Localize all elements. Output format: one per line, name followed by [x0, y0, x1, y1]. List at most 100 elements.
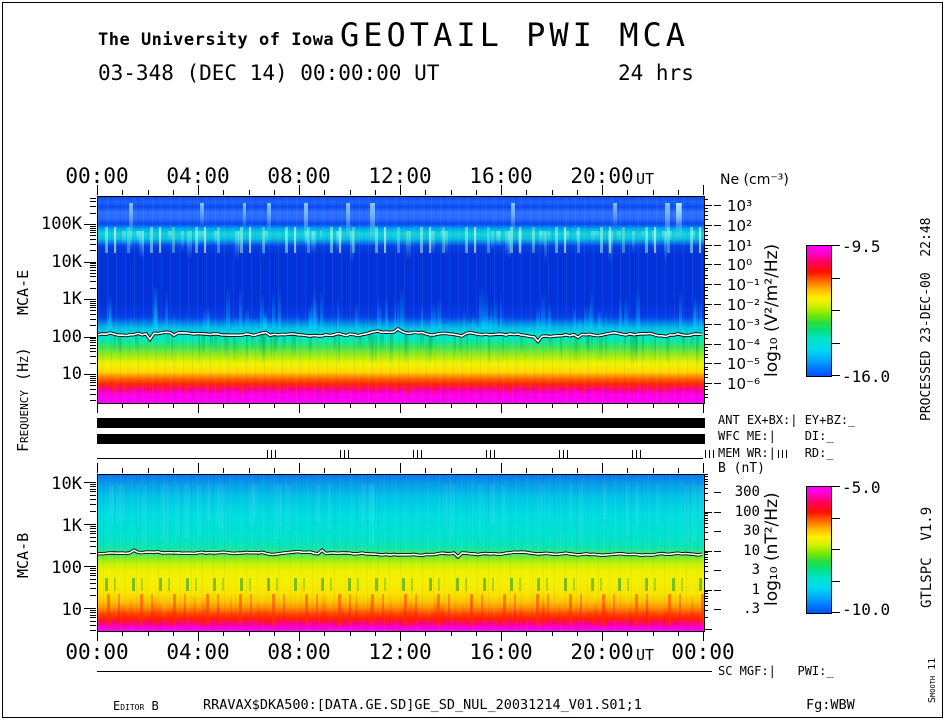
mca-b-freq-tick-10k: 10K: [51, 474, 82, 494]
processed-label: PROCESSED 23-DEC-00 22:48: [919, 217, 934, 421]
top-time-label-4: 16:00: [469, 164, 533, 188]
duration-label: 24 hrs: [618, 61, 694, 85]
b-tick-label-2: 30: [743, 523, 760, 539]
mem-status-label: MEM WR:| RD:_: [718, 446, 834, 460]
b-tick-label-4: 3: [751, 562, 760, 578]
mca-b-spectrogram: [97, 474, 705, 632]
bottom-time-label-2: 08:00: [267, 640, 331, 664]
colorbar-e: [806, 245, 832, 377]
mca-b-freq-tick-100: 100: [51, 558, 82, 578]
b-scale-ticks: [704, 474, 714, 630]
b-tick-label-5: 1: [751, 582, 760, 598]
ne-tick-label-8: 10⁻⁵: [727, 355, 761, 373]
ne-dash: [714, 284, 721, 285]
top-time-label-0: 00:00: [65, 164, 129, 188]
mca-b-top-ticks: [97, 463, 704, 473]
mem-activity-ticks: [97, 450, 787, 458]
editor-label: Editor B: [113, 699, 159, 713]
b-tick-label-0: 300: [734, 484, 760, 500]
ne-tick-label-6: 10⁻³: [727, 316, 761, 334]
ne-dash: [714, 344, 721, 345]
colorbar-e-min: -16.0: [842, 367, 891, 386]
ne-tick-label-1: 10²: [727, 217, 753, 235]
top-time-label-3: 12:00: [368, 164, 432, 188]
ne-dash: [714, 264, 721, 265]
file-path-label: RRAVAX$DKA500:[DATA.GE.SD]GE_SD_NUL_2003…: [203, 697, 642, 713]
ne-dash: [714, 324, 721, 325]
ne-tick-label-7: 10⁻⁴: [727, 336, 761, 354]
mca-b-bottom-ticks: [97, 631, 704, 641]
mem-status-line: [97, 458, 703, 459]
mca-e-streaks: [98, 197, 704, 403]
mca-e-freq-tick-10: 10: [61, 364, 82, 384]
b-dash: [714, 531, 721, 532]
top-time-unit-label: UT: [636, 170, 655, 188]
sc-status-line: [97, 671, 712, 672]
mca-e-top-ticks: [97, 185, 704, 195]
ne-tick-label-3: 10⁰: [727, 256, 753, 274]
sc-status-label: SC MGF:| PWI:_: [718, 664, 834, 678]
program-version-label: GTLSPC V1.9: [919, 506, 935, 608]
bfield-trace-mca-b: [98, 547, 703, 560]
colorbar-b-ticks: [832, 486, 840, 613]
b-dash: [714, 492, 721, 493]
top-time-label-2: 08:00: [267, 164, 331, 188]
date-label: 03-348 (DEC 14) 00:00:00 UT: [98, 61, 440, 85]
mca-e-bottom-ticks: [97, 403, 704, 413]
ne-scale-ticks: [704, 196, 714, 402]
ne-tick-label-0: 10³: [727, 197, 753, 215]
plot-title: GEOTAIL PWI MCA: [340, 16, 689, 54]
ne-dash: [714, 304, 721, 305]
wfc-status-label: WFC ME:| DI:_: [718, 429, 834, 443]
mca-b-left-log-ticks: [84, 474, 96, 631]
bottom-time-end-label: 00:00: [671, 640, 735, 664]
mca-e-freq-tick-1k: 1K: [61, 289, 82, 309]
colorbar-b-min: -10.0: [842, 600, 891, 619]
b-axis-title: B (nT): [718, 461, 765, 476]
bottom-time-label-1: 04:00: [166, 640, 230, 664]
colorbar-b: [806, 486, 832, 614]
colorbar-e-label: log₁₀ (V²/m²/Hz): [762, 243, 782, 377]
ne-tick-label-4: 10⁻¹: [727, 276, 761, 294]
density-trace-mca-e: [98, 326, 703, 344]
ne-dash: [714, 245, 721, 246]
smooth-label: Smooth 11: [927, 657, 938, 703]
bottom-time-label-5: 20:00: [570, 640, 634, 664]
b-tick-label-6: .3: [743, 601, 760, 617]
fg-label: Fg:WBW: [806, 697, 855, 713]
ne-dash: [714, 363, 721, 364]
ne-axis-title: Ne (cm⁻³): [720, 172, 789, 188]
b-dash: [714, 512, 721, 513]
mca-e-spectrogram: [97, 196, 705, 404]
bottom-time-label-4: 16:00: [469, 640, 533, 664]
ant-status-label: ANT EX+BX:| EY+BZ:_: [718, 413, 856, 427]
mca-e-freq-tick-100: 100: [51, 327, 82, 347]
colorbar-e-max: -9.5: [842, 237, 881, 256]
top-time-label-1: 04:00: [166, 164, 230, 188]
b-dash: [714, 570, 721, 571]
b-tick-label-3: 10: [743, 543, 760, 559]
ne-dash: [714, 225, 721, 226]
bottom-time-unit-label: UT: [636, 646, 655, 664]
colorbar-e-ticks: [832, 245, 840, 376]
ne-dash: [714, 205, 721, 206]
mca-e-freq-tick-10k: 10K: [51, 252, 82, 272]
colorbar-b-max: -5.0: [842, 478, 881, 497]
ne-dash: [714, 383, 721, 384]
ne-tick-label-5: 10⁻²: [727, 296, 761, 314]
colorbar-b-label: log₁₀ (nT²/Hz): [762, 492, 782, 606]
ne-tick-label-9: 10⁻⁶: [727, 375, 761, 393]
mca-b-axis-label: MCA-B: [14, 532, 32, 578]
wfc-status-bar: [97, 434, 705, 444]
institution-label: The University of Iowa: [98, 30, 335, 50]
b-dash: [714, 590, 721, 591]
bottom-time-label-0: 00:00: [65, 640, 129, 664]
mca-b-streaks: [98, 475, 704, 631]
mca-b-freq-tick-10: 10: [61, 600, 82, 620]
b-tick-label-1: 100: [734, 504, 760, 520]
top-time-label-5: 20:00: [570, 164, 634, 188]
mca-b-freq-tick-1k: 1K: [61, 516, 82, 536]
mca-e-freq-tick-100k: 100K: [41, 214, 82, 234]
